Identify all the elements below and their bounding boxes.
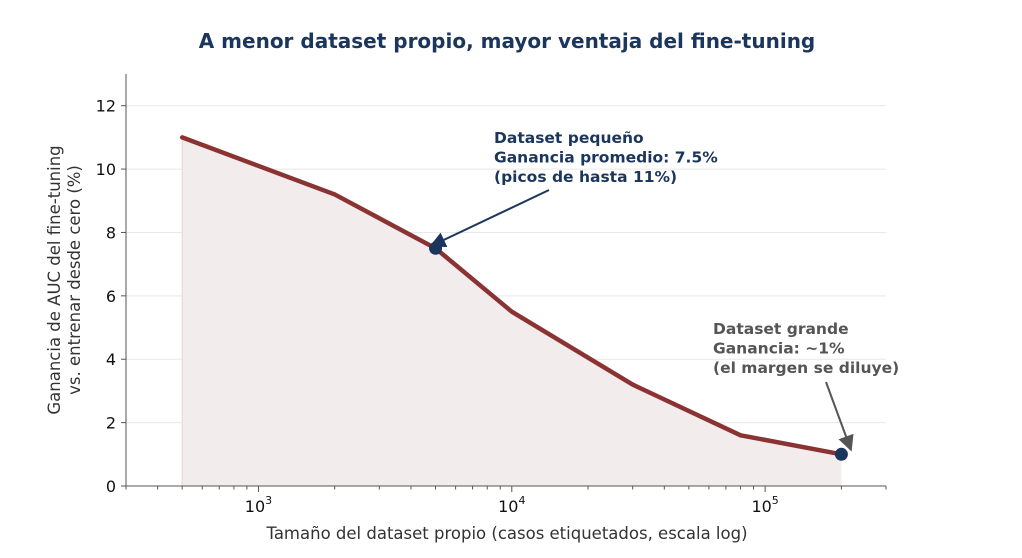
- series-line-layer: [179, 135, 844, 457]
- axes: [121, 74, 887, 492]
- y-tick-label: 0: [106, 477, 116, 496]
- highlight-marker: [834, 447, 848, 461]
- x-tick-label: 105: [751, 494, 778, 516]
- annotation-text: Dataset pequeño Ganancia promedio: 7.5% (p…: [494, 129, 718, 186]
- annotations: Dataset pequeño Ganancia promedio: 7.5% (p…: [429, 129, 899, 452]
- y-tick-label: 12: [96, 97, 116, 116]
- y-tick-label: 4: [106, 350, 116, 369]
- series-line: [179, 135, 844, 457]
- x-tick-label: 103: [245, 494, 272, 516]
- x-tick-label: 104: [498, 494, 525, 516]
- y-tick-label: 8: [106, 223, 116, 242]
- y-tick-label: 6: [106, 287, 116, 306]
- area-fill: [182, 137, 842, 486]
- y-tick-label: 2: [106, 414, 116, 433]
- x-axis-label: Tamaño del dataset propio (casos etiquet…: [265, 524, 747, 543]
- annotation-arrow: [825, 381, 854, 452]
- y-axis-label-line-2: vs. entrenar desde cero (%): [65, 165, 84, 395]
- annotation-text: Dataset grande Ganancia: ~1% (el margen se…: [713, 320, 899, 377]
- tick-labels: 0 2 4 6 8 10 12 103 104 105: [96, 97, 779, 516]
- area-fill-layer: [181, 137, 842, 486]
- chart-title: A menor dataset propio, mayor ventaja de…: [199, 29, 816, 53]
- y-axis-label-line-1: Ganancia de AUC del fine-tuning: [45, 145, 64, 414]
- y-tick-label: 10: [96, 160, 116, 179]
- annotation-arrow: [429, 189, 550, 248]
